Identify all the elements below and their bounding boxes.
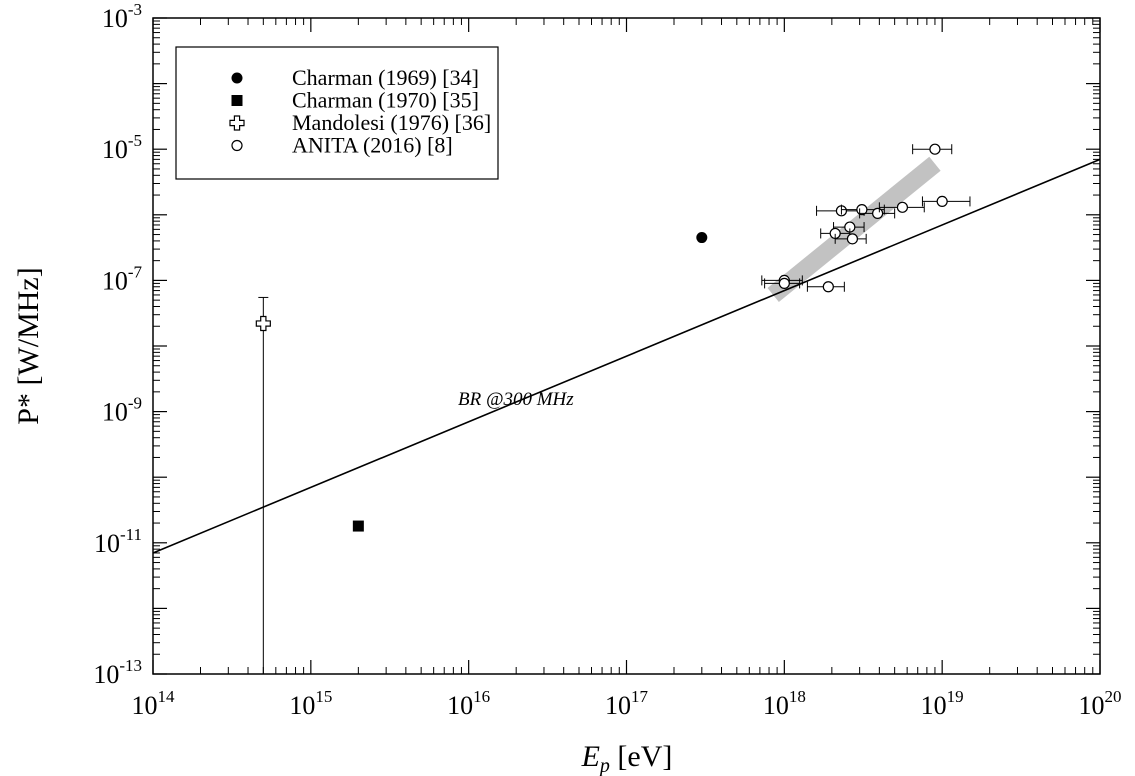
x-tick-label: 1016 <box>447 687 490 720</box>
legend-label: Charman (1970) [35] <box>292 88 479 113</box>
x-axis-title: Ep [eV] <box>581 740 673 776</box>
x-tick-label: 1015 <box>289 687 332 720</box>
legend-label: Charman (1969) [34] <box>292 65 479 90</box>
legend-marker-open-cross <box>229 115 245 131</box>
x-tick-labels: 1014 1015 1016 1017 1018 1019 1020 <box>132 687 1122 720</box>
br-line <box>152 158 1101 554</box>
data-point-open-circle <box>929 143 941 155</box>
y-tick-label: 10-13 <box>93 656 142 689</box>
y-tick-label: 10-3 <box>102 0 142 33</box>
legend-label: ANITA (2016) [8] <box>292 133 453 158</box>
legend-box <box>175 46 499 180</box>
x-tick-label: 1014 <box>132 687 176 720</box>
data-point-open-circle <box>846 233 859 245</box>
x-tick-label: 1020 <box>1079 687 1122 720</box>
x-tick-label: 1019 <box>921 687 964 720</box>
x-tick-label: 1017 <box>605 687 649 720</box>
legend-label: Mandolesi (1976) [36] <box>292 110 491 135</box>
br-line-path <box>152 158 1101 554</box>
y-axis-title: P* [W/MHz] <box>12 267 45 424</box>
data-point-open-circle <box>822 281 834 293</box>
y-tick-label: 10-11 <box>94 525 142 558</box>
axis-ticks <box>152 17 1101 675</box>
y-tick-label: 10-9 <box>102 394 142 427</box>
y-tick-label: 10-7 <box>102 262 143 295</box>
data-point-filled-square <box>352 520 364 532</box>
data-point-open-circle <box>778 277 790 290</box>
br-line-label: BR @300 MHz <box>458 389 574 410</box>
data-point-open-cross <box>255 315 271 332</box>
data-point-open-circle <box>896 201 909 213</box>
y-tick-label: 10-5 <box>102 131 142 164</box>
data-point-open-circle <box>936 195 948 208</box>
legend-marker-filled-circle <box>231 72 243 84</box>
legend: Charman (1969) [34]Charman (1970) [35]Ma… <box>175 46 499 180</box>
legend-marker-filled-square <box>231 95 243 106</box>
y-tick-labels: 10-13 10-11 10-9 10-7 10-5 10-3 <box>93 0 142 689</box>
data-points <box>255 143 971 674</box>
data-point-open-circle <box>872 207 884 220</box>
legend-marker-open-circle <box>231 139 243 152</box>
data-point-filled-circle <box>696 232 708 244</box>
x-tick-label: 1018 <box>763 687 806 720</box>
